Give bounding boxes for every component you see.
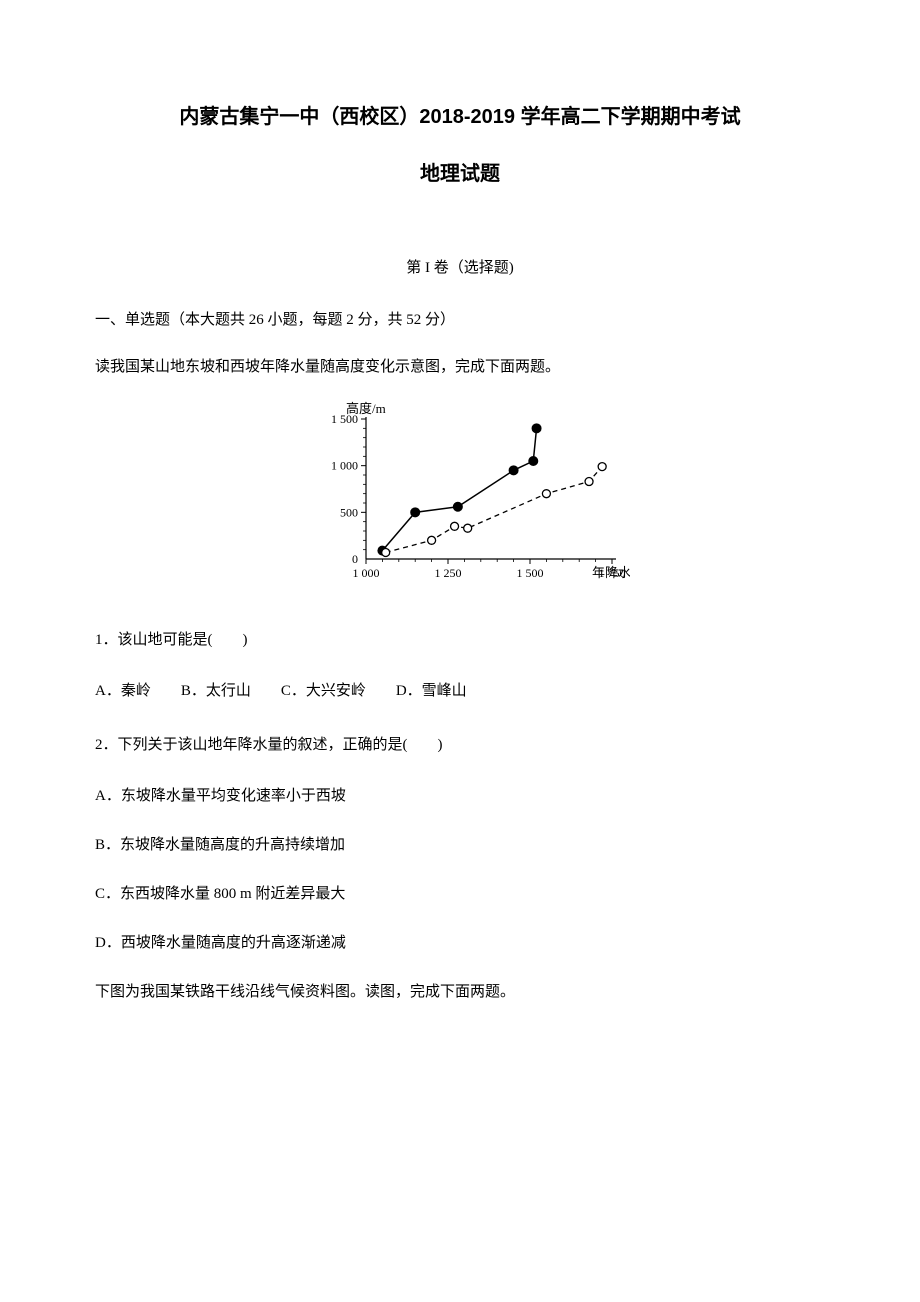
svg-text:1 500: 1 500 xyxy=(517,566,544,580)
svg-text:500: 500 xyxy=(340,505,358,519)
sub-title: 地理试题 xyxy=(95,157,825,186)
question-intro-1: 读我国某山地东坡和西坡年降水量随高度变化示意图，完成下面两题。 xyxy=(95,354,825,381)
question-2-option-b: B．东坡降水量随高度的升高持续增加 xyxy=(95,832,825,859)
main-title: 内蒙古集宁一中（西校区）2018-2019 学年高二下学期期中考试 xyxy=(95,100,825,129)
svg-text:1 500: 1 500 xyxy=(331,412,358,426)
question-2: 2．下列关于该山地年降水量的叙述，正确的是( ) xyxy=(95,727,825,763)
question-1-options: A．秦岭 B．太行山 C．大兴安岭 D．雪峰山 xyxy=(95,678,825,705)
svg-text:1 000: 1 000 xyxy=(353,566,380,580)
question-2-option-c: C．东西坡降水量 800 m 附近差异最大 xyxy=(95,881,825,908)
question-2-option-d: D．西坡降水量随高度的升高逐渐递减 xyxy=(95,930,825,957)
question-2-option-a: A．东坡降水量平均变化速率小于西坡 xyxy=(95,783,825,810)
chart-container: 高度/m05001 0001 5001 0001 2501 5001 750年降… xyxy=(95,399,825,594)
svg-text:0: 0 xyxy=(352,552,358,566)
section-title: 第 I 卷（选择题) xyxy=(95,256,825,277)
svg-text:1 250: 1 250 xyxy=(435,566,462,580)
svg-text:1 000: 1 000 xyxy=(331,459,358,473)
precipitation-chart: 高度/m05001 0001 5001 0001 2501 5001 750年降… xyxy=(290,399,630,594)
svg-text:年降水量/mm: 年降水量/mm xyxy=(592,565,630,580)
instruction-text: 一、单选题（本大题共 26 小题，每题 2 分，共 52 分） xyxy=(95,307,825,334)
question-intro-2: 下图为我国某铁路干线沿线气候资料图。读图，完成下面两题。 xyxy=(95,979,825,1006)
question-1: 1．该山地可能是( ) xyxy=(95,622,825,658)
